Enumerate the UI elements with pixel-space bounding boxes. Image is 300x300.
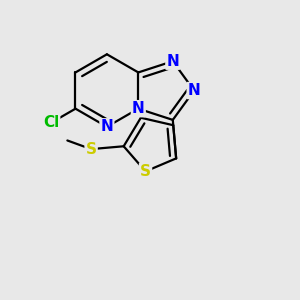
Text: N: N bbox=[132, 101, 145, 116]
Text: N: N bbox=[167, 54, 179, 69]
Text: N: N bbox=[188, 83, 200, 98]
Text: S: S bbox=[140, 164, 151, 179]
Text: S: S bbox=[85, 142, 97, 157]
Text: N: N bbox=[100, 119, 113, 134]
Text: Cl: Cl bbox=[43, 115, 59, 130]
